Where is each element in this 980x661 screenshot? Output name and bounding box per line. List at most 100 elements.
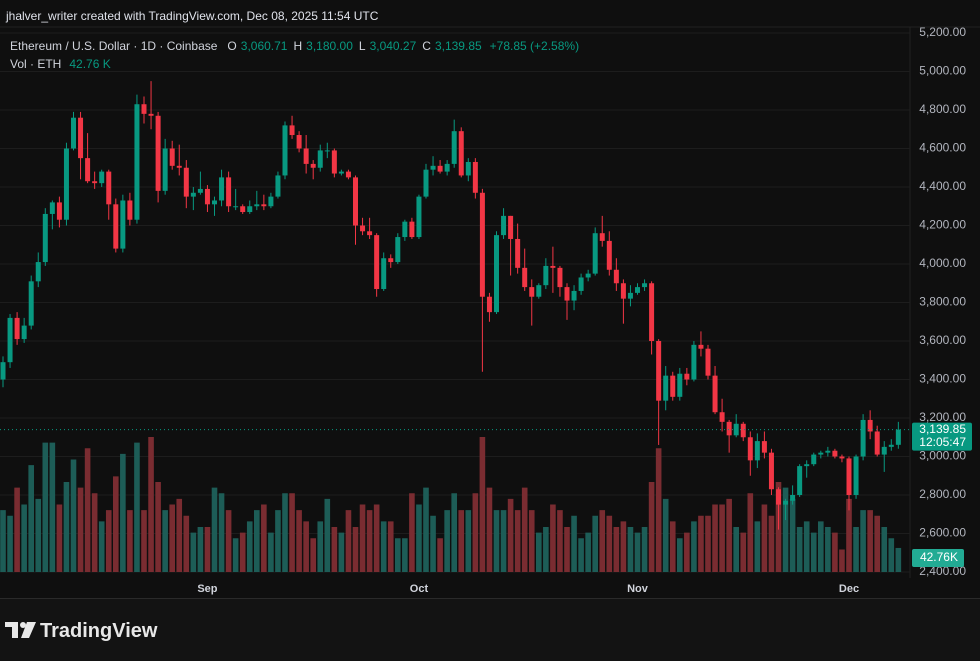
volume-bar [684,532,690,572]
volume-bar [141,510,147,572]
y-tick-label: 5,200.00 [919,25,966,39]
volume-bar [444,510,450,572]
volume-bar [437,538,443,572]
volume-bar [536,532,542,572]
volume-bar [486,487,493,572]
volume-bar [458,510,465,572]
candle-body [42,213,48,263]
y-tick-label: 2,400.00 [919,564,966,578]
volume-bar [677,538,683,572]
candle-body [162,148,168,191]
volume-bar [254,510,260,572]
candle-body [219,177,225,201]
volume-bar [691,521,697,572]
volume-bar [190,532,197,572]
candle-body [642,283,648,288]
volume-bar [331,527,338,572]
y-tick-label: 5,000.00 [919,64,966,78]
volume-bar [874,515,880,572]
close-value: 3,139.85 [434,39,482,53]
candle-body [197,188,203,193]
volume-row: Vol · ETH 42.76 K [10,55,579,73]
candle-body [839,456,845,459]
candle-body [627,292,633,299]
volume-bar [359,504,366,572]
volume-bar [35,498,42,572]
candle-body [282,125,288,176]
candle-body [465,161,471,176]
candle-body [367,231,373,236]
volume-bar [662,498,669,572]
volume-bar [352,527,359,572]
candle-body [437,165,443,172]
candle-body [606,240,612,270]
candle-body [134,104,140,220]
y-tick-label: 4,400.00 [919,179,966,193]
candle-body [0,362,6,380]
volume-bar [564,527,570,572]
candle-body [508,215,514,239]
volume-bar [627,527,634,572]
candle-body [416,196,422,238]
volume-bar [705,515,711,572]
volume-tag [912,549,964,567]
y-tick-label: 3,800.00 [919,295,966,309]
volume-bar [754,521,761,572]
candle-body [190,192,196,197]
open-label: O [227,39,237,53]
volume-bar [895,547,902,572]
volume-bar [373,504,380,572]
volume-bar [472,493,479,572]
attribution: jhalver_writer created with TradingView.… [6,9,379,23]
candle-body [867,419,873,432]
candle-body [303,148,309,164]
candle-body [310,163,316,168]
volume-bar [655,448,662,572]
volume-bar [402,538,408,572]
volume-bar [641,527,648,572]
candle-body [705,348,711,376]
y-tick-label: 4,600.00 [919,141,966,155]
volume-bar [120,453,126,572]
candle-body [578,277,584,291]
volume-bar [839,549,845,572]
candle-body [712,375,718,413]
footer: TradingView [0,598,980,661]
volume-bar [719,504,725,572]
candle-body [740,423,746,438]
volume-bar [261,504,267,572]
candle-body [444,163,450,172]
candle-body [254,204,260,207]
candle-body [557,267,563,288]
volume-bar [528,510,535,572]
candle-body [345,171,351,178]
low-label: L [358,39,366,53]
volume-bar [134,442,140,572]
candle-body [71,117,76,149]
volume-bar [712,504,718,572]
volume-bar [317,521,324,572]
volume-bar [169,504,175,572]
x-tick-label: Nov [627,583,649,595]
volume-bar [282,493,288,572]
candle-body [261,204,267,207]
volume-bar [21,504,27,572]
candle-body [613,269,619,284]
candle-body [592,233,598,274]
candle-body [78,117,84,159]
candle-body [28,281,34,326]
volume-bar [148,437,154,572]
volume-bar [211,487,218,572]
volume-bar [832,532,838,572]
candle-body [811,454,817,465]
volume-bar [303,521,309,572]
volume-bar [550,504,556,572]
volume-bar [366,510,373,572]
candle-body [494,235,499,313]
candle-body [169,148,175,166]
volume-bar [634,532,641,572]
candle-body [656,341,662,401]
candle-body [486,296,492,313]
volume-bar [698,515,704,572]
candle-body [395,237,401,263]
